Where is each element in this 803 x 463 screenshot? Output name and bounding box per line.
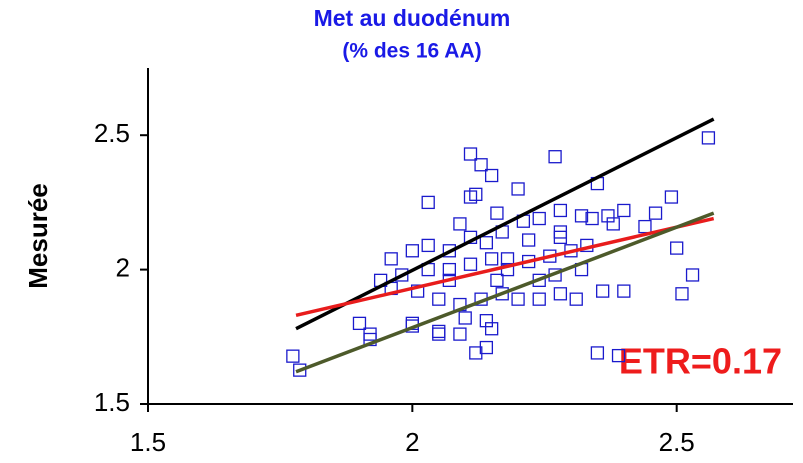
point: [617, 203, 631, 218]
point: [442, 262, 457, 277]
point: [384, 252, 398, 266]
point: [490, 273, 504, 288]
chart-subtitle: (% des 16 AA): [342, 40, 481, 63]
point: [479, 340, 494, 355]
point: [421, 195, 435, 210]
y-tick-label: 2.5: [94, 118, 130, 148]
point: [453, 217, 467, 231]
point: [432, 327, 446, 341]
point: [352, 316, 367, 331]
point: [405, 244, 419, 258]
point: [432, 292, 446, 306]
point: [511, 182, 525, 196]
point: [500, 262, 515, 277]
point: [432, 324, 446, 339]
point: [548, 150, 562, 164]
point: [532, 211, 546, 226]
y-axis-label: Mesurée: [23, 183, 53, 289]
point: [574, 209, 589, 223]
fit-line: [295, 216, 715, 318]
point: [286, 349, 300, 363]
point: [363, 327, 377, 341]
point: [490, 206, 504, 220]
point: [590, 346, 605, 360]
fit-line: [295, 211, 715, 374]
point: [553, 203, 568, 218]
point: [463, 257, 478, 271]
point: [463, 147, 478, 161]
point: [532, 292, 546, 306]
point: [410, 284, 425, 298]
x-tick-label: 2.5: [659, 427, 695, 457]
x-tick-label: 2: [405, 427, 419, 457]
point: [293, 363, 307, 377]
point: [638, 219, 652, 234]
point: [522, 233, 536, 247]
point: [479, 236, 494, 250]
point: [479, 314, 494, 328]
y-tick-label: 1.5: [94, 387, 130, 417]
y-tick-label: 2: [116, 252, 130, 282]
point: [469, 187, 483, 201]
point: [553, 230, 568, 244]
point: [553, 287, 568, 301]
point: [463, 190, 478, 204]
point: [484, 322, 499, 336]
point: [421, 238, 435, 253]
point: [648, 206, 663, 220]
point: [474, 158, 488, 172]
point: [596, 284, 610, 298]
point: [611, 348, 626, 363]
point: [484, 252, 499, 266]
point: [606, 217, 620, 231]
point: [569, 292, 583, 306]
point: [664, 190, 679, 204]
point: [484, 168, 499, 183]
point: [601, 209, 615, 223]
point: [453, 327, 467, 341]
x-tick-label: 1.5: [130, 427, 166, 457]
point: [511, 292, 525, 306]
fit-line: [295, 117, 715, 331]
chart-title: Met au duodénum: [314, 5, 511, 31]
point: [617, 284, 631, 298]
point: [458, 311, 472, 325]
point: [585, 211, 599, 226]
point: [442, 244, 457, 258]
point: [685, 268, 700, 282]
point: [495, 287, 509, 301]
point: [675, 287, 689, 301]
point: [670, 241, 684, 255]
point: [701, 131, 716, 145]
point: [395, 268, 409, 282]
annotation: ETR=0.17: [619, 341, 782, 382]
